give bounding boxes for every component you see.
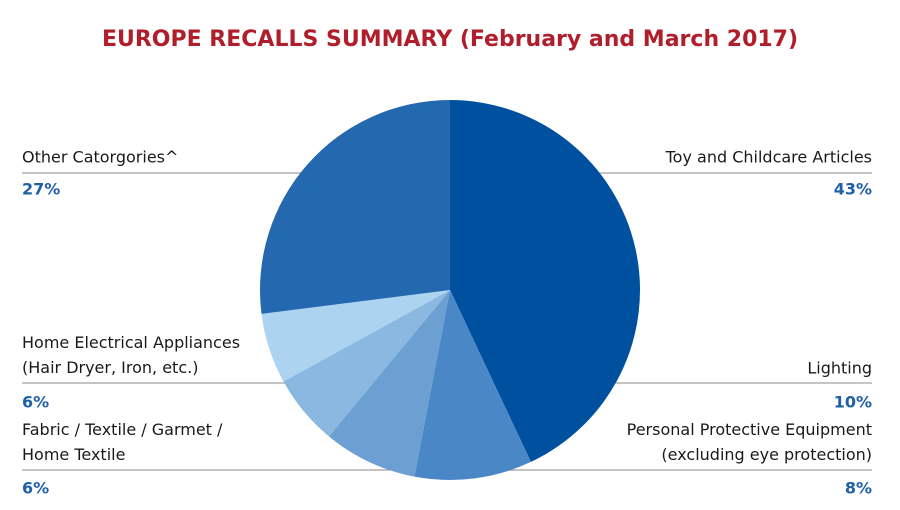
labels: Toy and Childcare Articles 43% Lighting 10%… <box>22 148 872 498</box>
value-label: 8% <box>845 479 872 498</box>
chart-title: EUROPE RECALLS SUMMARY (February and Mar… <box>102 27 798 52</box>
value-label: 6% <box>22 393 49 412</box>
pie <box>259 100 641 481</box>
pie-slice <box>261 290 450 382</box>
category-label: Fabric / Textile / Garmet / Home Textile <box>22 420 223 464</box>
category-label: Other Catorgories^ <box>22 148 178 167</box>
pie-slice <box>283 290 450 437</box>
pie-slice <box>328 290 450 477</box>
category-label: Personal Protective Equipment (excluding … <box>627 420 872 464</box>
value-label: 10% <box>834 393 872 412</box>
value-label: 27% <box>22 180 60 199</box>
pie-slice <box>450 100 641 462</box>
pie-slice <box>259 100 450 314</box>
pie-slice <box>414 290 531 481</box>
value-label: 43% <box>834 180 872 199</box>
value-label: 6% <box>22 479 49 498</box>
category-label: Toy and Childcare Articles <box>665 148 872 167</box>
category-label: Lighting <box>807 359 872 378</box>
category-label: Home Electrical Appliances (Hair Dryer, I… <box>22 333 240 377</box>
